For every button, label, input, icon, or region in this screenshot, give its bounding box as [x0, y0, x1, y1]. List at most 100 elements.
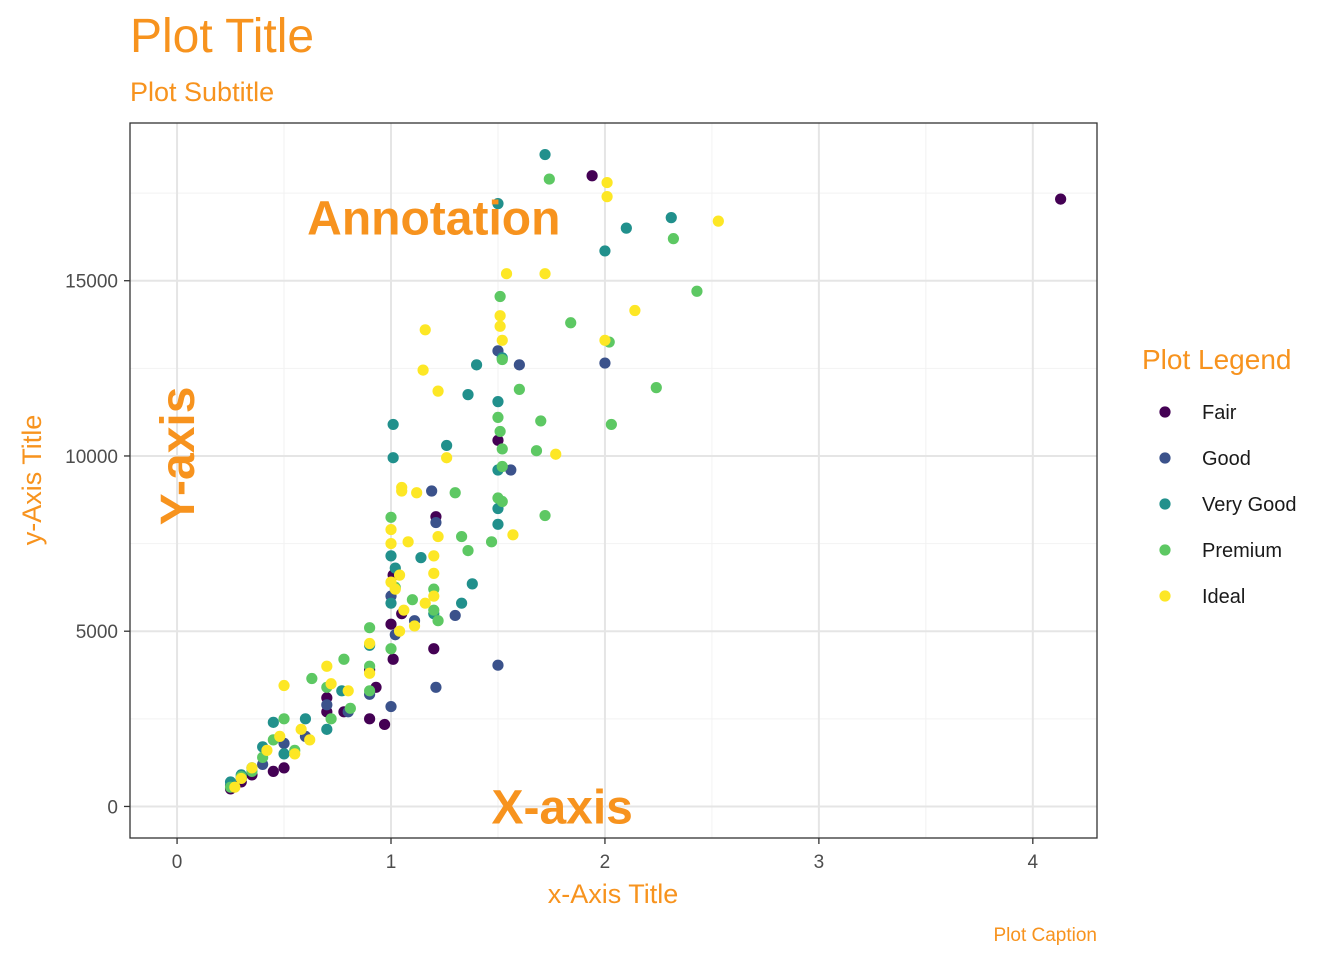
scatter-point: [492, 411, 504, 424]
scatter-point: [325, 713, 337, 725]
scatter-point: [289, 748, 301, 760]
scatter-point: [417, 364, 429, 376]
scatter-point: [385, 618, 397, 630]
legend-key: [1159, 452, 1171, 464]
scatter-point: [428, 550, 440, 562]
scatter-point: [620, 222, 632, 234]
legend-label: Very Good: [1202, 494, 1297, 516]
scatter-point: [485, 536, 498, 548]
scatter-point: [246, 762, 258, 774]
scatter-point: [539, 509, 551, 522]
scatter-point: [1055, 193, 1067, 205]
scatter-point: [492, 659, 504, 671]
scatter-point: [543, 173, 555, 185]
scatter-point: [605, 418, 617, 431]
legend-key: [1159, 590, 1171, 602]
scatter-point: [665, 212, 677, 224]
scatter-point: [295, 723, 307, 735]
x-axis-ticks: 0 1 2 3 4: [172, 838, 1039, 873]
scatter-point: [496, 334, 508, 346]
scatter-point: [385, 597, 397, 609]
chart-caption: Plot Caption: [993, 925, 1097, 946]
scatter-point: [235, 772, 247, 785]
scatter-point: [492, 518, 504, 530]
scatter-point: [396, 485, 408, 497]
scatter-point: [393, 625, 406, 637]
scatter-point: [496, 460, 508, 473]
scatter-point: [496, 353, 508, 366]
chart-title: Plot Title: [130, 10, 314, 63]
scatter-point: [321, 699, 333, 711]
scatter-point: [364, 667, 376, 679]
scatter-point: [441, 439, 453, 452]
scatter-point: [601, 176, 613, 189]
scatter-points: [224, 148, 1067, 795]
scatter-point: [492, 396, 504, 408]
annotation-text: Annotation: [307, 193, 560, 246]
y-tick-label: 10000: [65, 447, 118, 468]
scatter-point: [456, 597, 468, 609]
scatter-point: [432, 385, 444, 397]
y-axis-ticks: 0 5000 10000 15000: [65, 272, 130, 818]
scatter-point: [470, 359, 483, 371]
scatter-point: [586, 170, 598, 182]
scatter-point: [385, 700, 397, 713]
scatter-point: [419, 324, 431, 336]
x-tick-label: 4: [1028, 852, 1039, 873]
scatter-point: [601, 191, 613, 203]
scatter-point: [691, 285, 703, 297]
scatter-point: [321, 660, 333, 672]
scatter-point: [402, 536, 414, 548]
scatter-point: [387, 418, 399, 431]
legend-label: Ideal: [1202, 586, 1245, 608]
scatter-point: [325, 678, 337, 690]
scatter-point: [432, 615, 444, 627]
y-tick-label: 15000: [65, 272, 118, 293]
scatter-point: [364, 713, 376, 725]
scatter-point: [306, 672, 318, 685]
scatter-point: [565, 317, 577, 329]
scatter-point: [539, 268, 551, 280]
scatter-point: [505, 464, 517, 476]
scatter-point: [278, 762, 290, 774]
scatter-point: [344, 702, 356, 714]
scatter-point: [550, 448, 562, 460]
legend: Fair Good Very Good Premium Ideal: [1159, 402, 1297, 608]
scatter-point: [398, 604, 410, 616]
scatter-point: [494, 320, 506, 332]
scatter-point: [599, 357, 611, 369]
scatter-point: [299, 713, 312, 725]
scatter-point: [494, 290, 506, 303]
y-tick-label: 0: [107, 797, 118, 818]
scatter-point: [513, 383, 525, 395]
x-axis-title: x-Axis Title: [548, 879, 679, 909]
scatter-point: [462, 389, 474, 401]
scatter-point: [507, 529, 519, 541]
x-tick-label: 1: [386, 852, 397, 873]
scatter-point: [385, 537, 397, 550]
scatter-point: [385, 550, 397, 562]
scatter-point: [513, 359, 525, 371]
scatter-point: [411, 487, 423, 499]
scatter-point: [304, 734, 316, 746]
y-axis-title: y-Axis Title: [17, 415, 47, 546]
x-tick-label: 2: [600, 852, 611, 873]
x-axis-annotation: X-axis: [491, 781, 632, 834]
scatter-point: [415, 552, 427, 564]
scatter-point: [466, 578, 478, 590]
scatter-point: [667, 233, 680, 245]
scatter-point: [267, 716, 279, 728]
legend-key: [1159, 498, 1171, 510]
legend-key: [1159, 406, 1171, 418]
y-tick-label: 5000: [76, 622, 118, 643]
scatter-point: [599, 334, 611, 346]
scatter-point: [428, 643, 440, 655]
scatter-point: [650, 382, 662, 394]
legend-label: Good: [1202, 448, 1251, 470]
scatter-point: [364, 622, 376, 634]
scatter-point: [449, 609, 461, 622]
scatter-point: [426, 485, 438, 497]
scatter-point: [389, 583, 401, 595]
scatter-point: [441, 452, 453, 464]
chart-subtitle: Plot Subtitle: [130, 77, 274, 107]
